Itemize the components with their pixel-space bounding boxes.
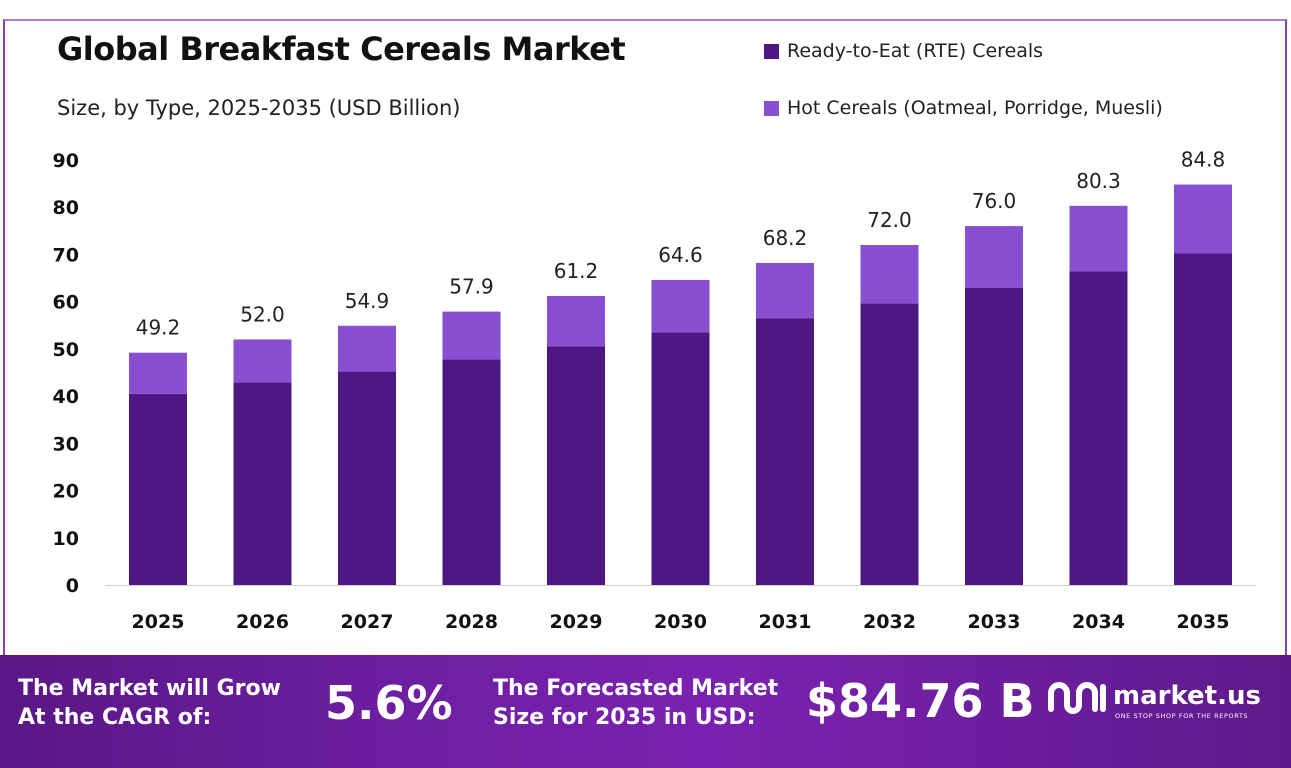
legend-item-hot: Hot Cereals (Oatmeal, Porridge, Muesli) xyxy=(764,97,1163,119)
bar-total-label: 68.2 xyxy=(763,226,808,250)
x-tick-label: 2026 xyxy=(236,611,289,633)
legend-item-rte: Ready-to-Eat (RTE) Cereals xyxy=(764,40,1043,62)
bar-total-label: 54.9 xyxy=(345,289,390,313)
bar-segment-rte xyxy=(442,359,501,585)
legend-swatch-rte xyxy=(764,43,779,59)
legend-label-rte: Ready-to-Eat (RTE) Cereals xyxy=(787,40,1044,62)
bar-segment-hot xyxy=(651,279,710,333)
bar-total-label: 49.2 xyxy=(136,316,181,340)
y-tick-label: 20 xyxy=(53,481,79,503)
bar-total-label: 72.0 xyxy=(867,208,912,232)
y-tick-label: 0 xyxy=(66,575,79,597)
y-tick-label: 10 xyxy=(53,528,79,550)
bar-total-label: 64.6 xyxy=(658,243,703,267)
forecast-label: The Forecasted Market Size for 2035 in U… xyxy=(493,674,778,732)
y-tick-label: 80 xyxy=(53,197,79,219)
brand-name: market.us xyxy=(1113,681,1261,711)
bar-segment-rte xyxy=(1174,253,1232,585)
forecast-value: $84.76 B xyxy=(806,674,1035,728)
legend-swatch-hot xyxy=(764,100,779,116)
bar-segment-hot xyxy=(338,325,396,372)
bar-segment-rte xyxy=(651,332,710,585)
y-tick-label: 30 xyxy=(53,433,79,455)
y-tick-label: 70 xyxy=(53,244,79,266)
bar-segment-hot xyxy=(1174,184,1232,254)
cagr-label-line1: The Market will Grow xyxy=(18,676,281,701)
bar-segment-hot xyxy=(756,262,814,319)
x-tick-label: 2025 xyxy=(132,611,185,633)
bar-segment-rte xyxy=(860,303,919,585)
y-tick-label: 60 xyxy=(53,292,79,314)
x-tick-label: 2034 xyxy=(1072,611,1125,633)
market-us-logo: market.us ONE STOP SHOP FOR THE REPORTS xyxy=(1046,675,1286,725)
bar-segment-rte xyxy=(129,393,187,585)
x-tick-label: 2030 xyxy=(654,611,707,633)
brand-tagline: ONE STOP SHOP FOR THE REPORTS xyxy=(1115,712,1249,720)
bar-segment-rte xyxy=(965,287,1023,585)
bar-total-label: 57.9 xyxy=(449,275,494,299)
chart-subtitle: Size, by Type, 2025-2035 (USD Billion) xyxy=(57,96,461,120)
chart-title: Global Breakfast Cereals Market xyxy=(57,30,626,68)
bar-total-label: 76.0 xyxy=(972,189,1017,213)
cagr-value: 5.6% xyxy=(325,676,453,730)
x-tick-label: 2028 xyxy=(445,611,498,633)
x-tick-label: 2035 xyxy=(1177,611,1230,633)
bar-segment-hot xyxy=(860,245,919,304)
bar-segment-rte xyxy=(338,371,396,585)
market-us-logo-icon xyxy=(1048,682,1106,714)
legend-label-hot: Hot Cereals (Oatmeal, Porridge, Muesli) xyxy=(787,97,1163,119)
bar-segment-rte xyxy=(1069,271,1128,585)
bar-segment-hot xyxy=(1069,205,1128,272)
y-tick-label: 90 xyxy=(53,150,79,172)
x-tick-label: 2031 xyxy=(759,611,812,633)
y-tick-label: 50 xyxy=(53,339,79,361)
x-tick-label: 2027 xyxy=(341,611,394,633)
x-tick-label: 2029 xyxy=(550,611,603,633)
bar-segment-hot xyxy=(233,339,292,383)
bar-segment-rte xyxy=(756,318,814,585)
bar-total-label: 61.2 xyxy=(554,259,599,283)
bar-total-label: 52.0 xyxy=(240,302,285,326)
forecast-label-line2: Size for 2035 in USD: xyxy=(493,705,756,730)
bar-segment-hot xyxy=(442,311,501,360)
bar-total-label: 80.3 xyxy=(1076,169,1121,193)
bar-chart: 010203040506070809049.2202552.0202654.92… xyxy=(53,148,1256,633)
x-tick-label: 2033 xyxy=(968,611,1021,633)
bar-segment-hot xyxy=(547,296,605,347)
bar-segment-hot xyxy=(129,352,187,394)
y-tick-label: 40 xyxy=(53,386,79,408)
bar-segment-rte xyxy=(547,346,605,585)
bar-segment-hot xyxy=(965,226,1023,288)
bar-segment-rte xyxy=(233,382,292,585)
cagr-label: The Market will Grow At the CAGR of: xyxy=(18,674,281,732)
forecast-label-line1: The Forecasted Market xyxy=(493,676,779,701)
bar-total-label: 84.8 xyxy=(1181,148,1226,172)
cagr-label-line2: At the CAGR of: xyxy=(18,705,212,730)
x-tick-label: 2032 xyxy=(863,611,916,633)
